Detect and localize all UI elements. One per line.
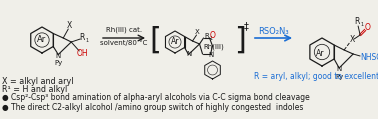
Text: NHSO₂R: NHSO₂R xyxy=(360,54,378,62)
Text: Ar: Ar xyxy=(316,49,324,57)
Text: N: N xyxy=(56,52,61,59)
Text: N: N xyxy=(336,66,342,72)
Text: ● Csp²-Csp³ bond amination of alpha-aryl alcohols via C-C sigma bond cleavage: ● Csp²-Csp³ bond amination of alpha-aryl… xyxy=(2,93,310,102)
Text: N: N xyxy=(186,52,191,57)
Text: Rh(III): Rh(III) xyxy=(203,44,224,50)
Text: Ar: Ar xyxy=(37,35,46,45)
Text: solvent/80 °C: solvent/80 °C xyxy=(100,40,148,46)
Text: ‡: ‡ xyxy=(243,21,248,31)
Text: X: X xyxy=(350,35,355,44)
Text: N: N xyxy=(208,52,213,58)
Text: 1: 1 xyxy=(86,37,89,42)
Text: O: O xyxy=(364,23,370,32)
Text: Py: Py xyxy=(54,60,62,65)
Text: RSO₂N₃: RSO₂N₃ xyxy=(258,27,289,35)
Text: X = alkyl and aryl: X = alkyl and aryl xyxy=(2,77,73,86)
Text: ● The direct C2-alkyl alcohol /amino group switch of highly congested  indoles: ● The direct C2-alkyl alcohol /amino gro… xyxy=(2,103,304,112)
Text: X: X xyxy=(67,22,72,30)
Text: R: R xyxy=(80,34,85,42)
Text: 1: 1 xyxy=(361,22,364,27)
Text: Py: Py xyxy=(335,74,343,80)
Text: R: R xyxy=(204,33,209,39)
Text: 1: 1 xyxy=(210,35,213,40)
Text: Ar: Ar xyxy=(171,37,179,47)
Text: R¹ = H and alkyl: R¹ = H and alkyl xyxy=(2,85,67,94)
Text: X: X xyxy=(195,29,200,35)
Text: R: R xyxy=(355,17,360,27)
Text: OH: OH xyxy=(76,49,88,57)
Text: Rh(III) cat.: Rh(III) cat. xyxy=(106,27,142,33)
Text: ]: ] xyxy=(234,25,246,55)
Text: R = aryl, alkyl; good to excellent yields: R = aryl, alkyl; good to excellent yield… xyxy=(254,72,378,81)
Text: [: [ xyxy=(149,25,161,55)
Text: O: O xyxy=(209,32,215,40)
